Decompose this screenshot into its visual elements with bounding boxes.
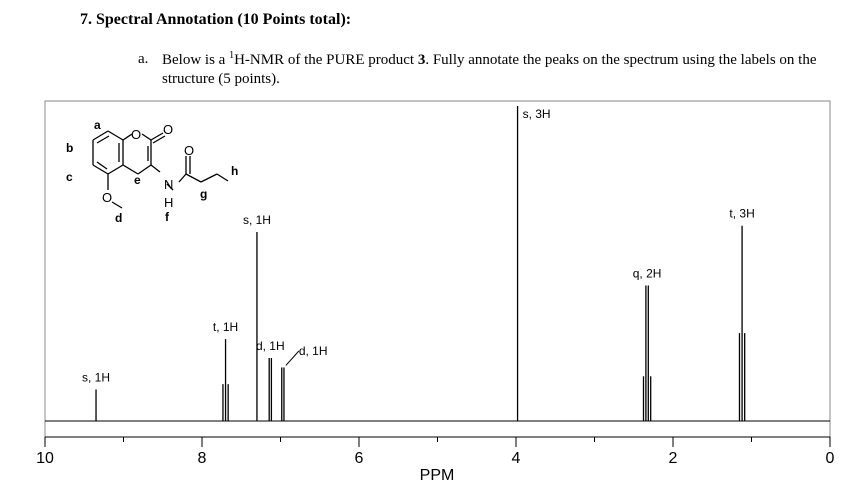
- structure-label-c: c: [66, 170, 73, 184]
- peak-label-4: d, 1H: [299, 344, 328, 358]
- x-tick-label-0: 0: [826, 450, 835, 467]
- isotope-superscript: 1: [229, 50, 235, 61]
- structure-label-g: g: [200, 187, 207, 201]
- x-tick-label-10: 10: [36, 450, 54, 467]
- amide-carbonyl-oxygen: O: [184, 143, 194, 158]
- ring-oxygen: O: [131, 127, 141, 142]
- structure-label-b: b: [66, 141, 73, 155]
- question-part-label: a.: [138, 51, 149, 67]
- lactone-carbonyl-oxygen: O: [163, 122, 173, 137]
- x-tick-label-2: 2: [669, 450, 678, 467]
- structure-label-e: e: [134, 173, 141, 187]
- question-text-end: . Fully annotate the peaks on the spectr…: [162, 52, 817, 87]
- peak-label-1: t, 1H: [213, 320, 238, 334]
- amide-hydrogen: H: [164, 195, 173, 210]
- structure-label-a: a: [94, 118, 101, 132]
- question-title: 7. Spectral Annotation (10 Points total)…: [80, 11, 352, 28]
- x-tick-label-6: 6: [355, 450, 364, 467]
- amide-nitrogen: N: [164, 177, 173, 192]
- peak-label-5: s, 3H: [523, 107, 551, 121]
- structure-label-h: h: [231, 164, 238, 178]
- peak-label-0: s, 1H: [82, 371, 110, 385]
- x-axis-label: PPM: [420, 467, 455, 484]
- methoxy-oxygen: O: [102, 190, 112, 205]
- peak-6: [642, 285, 652, 421]
- structure-atoms: O O N H O O: [102, 122, 194, 210]
- question-text-start: Below is a: [162, 52, 230, 68]
- peak-4: [281, 367, 285, 421]
- peak-label-2: s, 1H: [243, 213, 271, 227]
- x-tick-label-4: 4: [512, 450, 521, 467]
- peak-3: [268, 358, 273, 421]
- peak-label-leader: [285, 350, 300, 366]
- peak-7: [738, 225, 746, 421]
- compound-number: 3: [417, 52, 426, 68]
- question-text: Below is a 1H-NMR of the PURE product 3.…: [162, 51, 842, 89]
- structure-label-d: d: [115, 211, 122, 225]
- spectrum-frame: [44, 100, 831, 438]
- question-text-mid: H-NMR of the PURE product: [234, 52, 418, 68]
- peak-1: [222, 339, 229, 421]
- structure-label-f: f: [165, 210, 170, 224]
- structure-labels: a b c d e f g h: [66, 118, 238, 225]
- peak-label-6: q, 2H: [633, 267, 662, 281]
- chemical-structure: [92, 130, 229, 209]
- x-tick-label-8: 8: [198, 450, 207, 467]
- peak-label-3: d, 1H: [256, 339, 285, 353]
- peak-label-7: t, 3H: [729, 207, 754, 221]
